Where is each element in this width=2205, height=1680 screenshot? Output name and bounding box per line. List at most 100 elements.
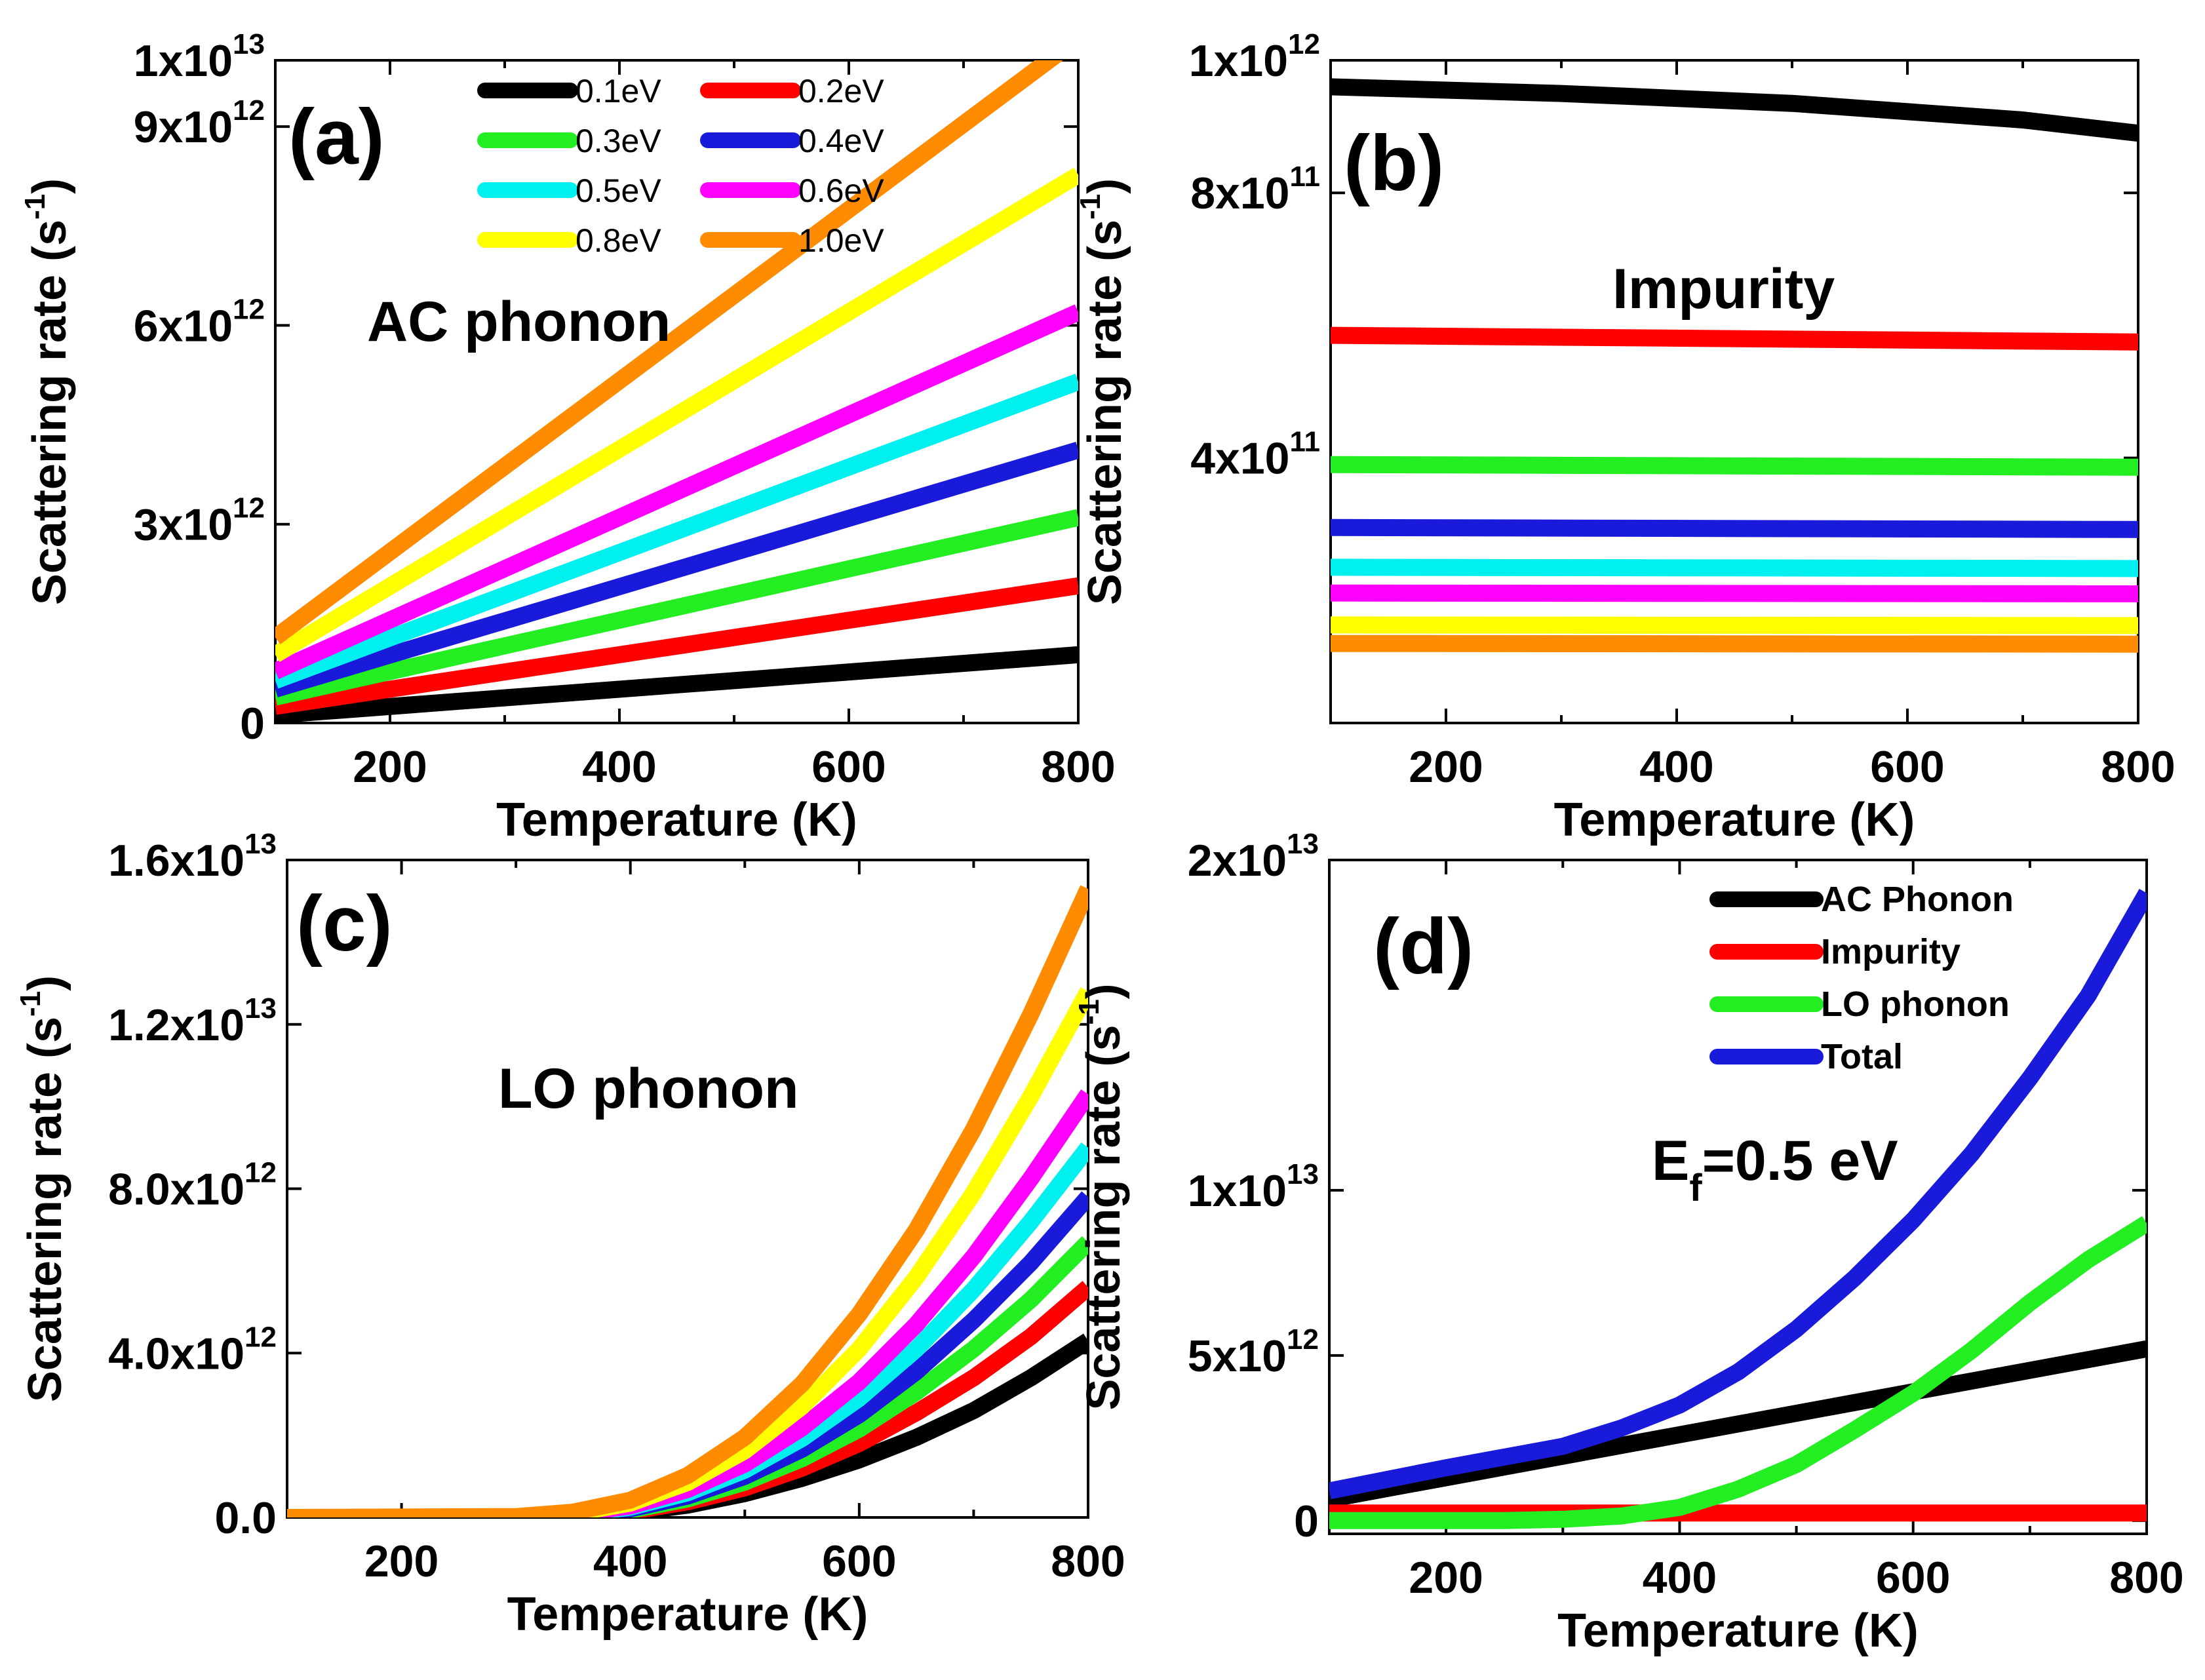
y-axis-label-close: ) [19, 975, 71, 991]
y-axis-label-exponent: -1 [1074, 194, 1106, 220]
annotation-main: E [1652, 1129, 1689, 1192]
y-axis-label-main: Scattering rate (s [19, 1017, 71, 1402]
y-axis-label-main: Scattering rate (s [1078, 1025, 1130, 1410]
y-tick-mantissa: 8x10 [1190, 168, 1289, 218]
series-line-0-1eV [275, 646, 1078, 723]
y-tick-mantissa: 9x10 [134, 102, 233, 152]
y-tick-mantissa: 8.0x10 [108, 1165, 244, 1215]
y-axis-label-close: ) [24, 178, 76, 194]
y-tick-exponent: 12 [233, 293, 265, 325]
x-tick-label: 800 [2101, 742, 2175, 792]
y-tick-mantissa: 1.6x10 [108, 836, 244, 886]
x-tick-label: 200 [1409, 742, 1483, 792]
annotation-subscript: f [1689, 1167, 1702, 1209]
plot-frame [1328, 859, 2148, 1535]
y-axis-label-main: Scattering rate (s [1079, 220, 1131, 605]
x-tick-label: 200 [1409, 1553, 1483, 1603]
x-axis-label: Temperature (K) [496, 794, 857, 846]
y-axis-label: Scattering rate (s-1) [19, 178, 76, 605]
y-tick-exponent: 11 [1289, 161, 1320, 193]
panel-d: 200 400 600 80005x10121x10132x1013Temperatu… [1073, 828, 2184, 1657]
y-tick-label: 0.0 [214, 1493, 277, 1543]
legend-label: 0.1eV [576, 73, 661, 109]
panel-annotation: AC phonon [367, 290, 671, 353]
y-tick-label: 3x1012 [134, 492, 265, 550]
series-line-AC-Phonon [1329, 1340, 2147, 1508]
legend: AC Phonon Impurity LO phonon Total [1709, 880, 2014, 1076]
series-line-0-3eV [275, 509, 1078, 706]
y-axis-label-exponent: -1 [1073, 999, 1105, 1025]
series-line-0-2eV [1331, 326, 2138, 351]
y-tick-exponent: 12 [1288, 28, 1320, 60]
y-tick-label: 1x1013 [134, 28, 265, 86]
y-tick-mantissa: 4.0x10 [108, 1329, 244, 1378]
series-line-0-8eV [275, 167, 1078, 663]
legend-label: 0.6eV [798, 172, 884, 209]
y-tick-exponent: 13 [1287, 828, 1319, 860]
x-tick-label: 400 [1639, 742, 1713, 792]
series-line-LO-phonon [1329, 1216, 2147, 1529]
x-tick-label: 600 [811, 742, 886, 792]
x-tick-label: 200 [364, 1536, 439, 1586]
y-tick-label: 1.6x1013 [108, 828, 277, 886]
x-tick-label: 400 [582, 742, 656, 792]
y-tick-label: 1x1013 [1188, 1158, 1319, 1216]
series-line-Total [1329, 888, 2147, 1500]
x-tick-label: 600 [1870, 742, 1944, 792]
y-tick-mantissa: 2x10 [1188, 836, 1287, 886]
y-tick-mantissa: 3x10 [134, 500, 233, 550]
panel-annotation: LO phonon [498, 1057, 799, 1120]
y-tick-label: 0 [1294, 1496, 1319, 1546]
panel-label: (c) [296, 880, 393, 967]
series-line-0-2eV [275, 577, 1078, 715]
legend-label: LO phonon [1821, 985, 2010, 1024]
series-line-0-3eV [1331, 456, 2138, 476]
y-tick-label: 8.0x1012 [108, 1157, 277, 1215]
x-axis-label: Temperature (K) [1554, 794, 1915, 846]
legend-label: 0.4eV [798, 123, 884, 159]
y-tick-label: 9x1012 [134, 94, 265, 152]
y-tick-label: 2x1013 [1188, 828, 1319, 886]
y-axis-label-main: Scattering rate (s [24, 220, 76, 605]
y-axis-label-close: ) [1079, 178, 1131, 194]
y-axis-label: Scattering rate (s-1) [14, 975, 71, 1402]
legend-label: 0.5eV [576, 172, 661, 209]
plot-frame [1329, 59, 2139, 724]
y-tick-exponent: 12 [1287, 1323, 1319, 1356]
y-tick-exponent: 13 [244, 992, 277, 1025]
series-group [1331, 78, 2138, 653]
y-tick-mantissa: 5x10 [1188, 1331, 1287, 1381]
legend-label: AC Phonon [1821, 880, 2014, 919]
y-tick-exponent: 12 [233, 492, 265, 524]
y-tick-exponent: 12 [244, 1321, 277, 1353]
y-tick-mantissa: 1.2x10 [108, 1000, 244, 1050]
plot-frame [274, 59, 1080, 724]
y-tick-label: 0 [240, 699, 265, 749]
y-tick-mantissa: 0.0 [214, 1493, 277, 1543]
y-tick-label: 4.0x1012 [108, 1321, 277, 1378]
series-group [1329, 888, 2147, 1529]
y-tick-label: 8x1011 [1190, 161, 1320, 218]
x-axis-label: Temperature (K) [507, 1588, 868, 1641]
series-line-0-1eV [1331, 78, 2138, 142]
series-line-0-5eV [1331, 558, 2138, 577]
y-tick-exponent: 12 [244, 1157, 277, 1189]
y-tick-label: 6x1012 [134, 293, 265, 351]
y-axis-label: Scattering rate (s-1) [1074, 178, 1131, 605]
y-tick-label: 5x1012 [1188, 1323, 1319, 1381]
panel-annotation: Impurity [1612, 258, 1835, 321]
series-line-0-6eV [1331, 584, 2138, 602]
annotation-value: =0.5 eV [1702, 1129, 1898, 1192]
y-tick-label: 1.2x1013 [108, 992, 277, 1050]
series-line-1-0eV [287, 885, 1088, 1517]
y-tick-mantissa: 0 [1294, 1496, 1319, 1546]
x-tick-label: 400 [593, 1536, 667, 1586]
legend-label: 0.3eV [576, 123, 661, 159]
panel-label: (a) [288, 93, 385, 181]
legend: 0.1eV 0.2eV 0.3eV 0.4eV 0.5eV 0.6eV 0.8eV 1.0eV [477, 73, 884, 259]
y-tick-mantissa: 4x10 [1190, 434, 1289, 484]
legend-label: 0.8eV [576, 222, 661, 259]
series-line-0-6eV [275, 304, 1078, 679]
y-tick-exponent: 12 [233, 94, 265, 127]
